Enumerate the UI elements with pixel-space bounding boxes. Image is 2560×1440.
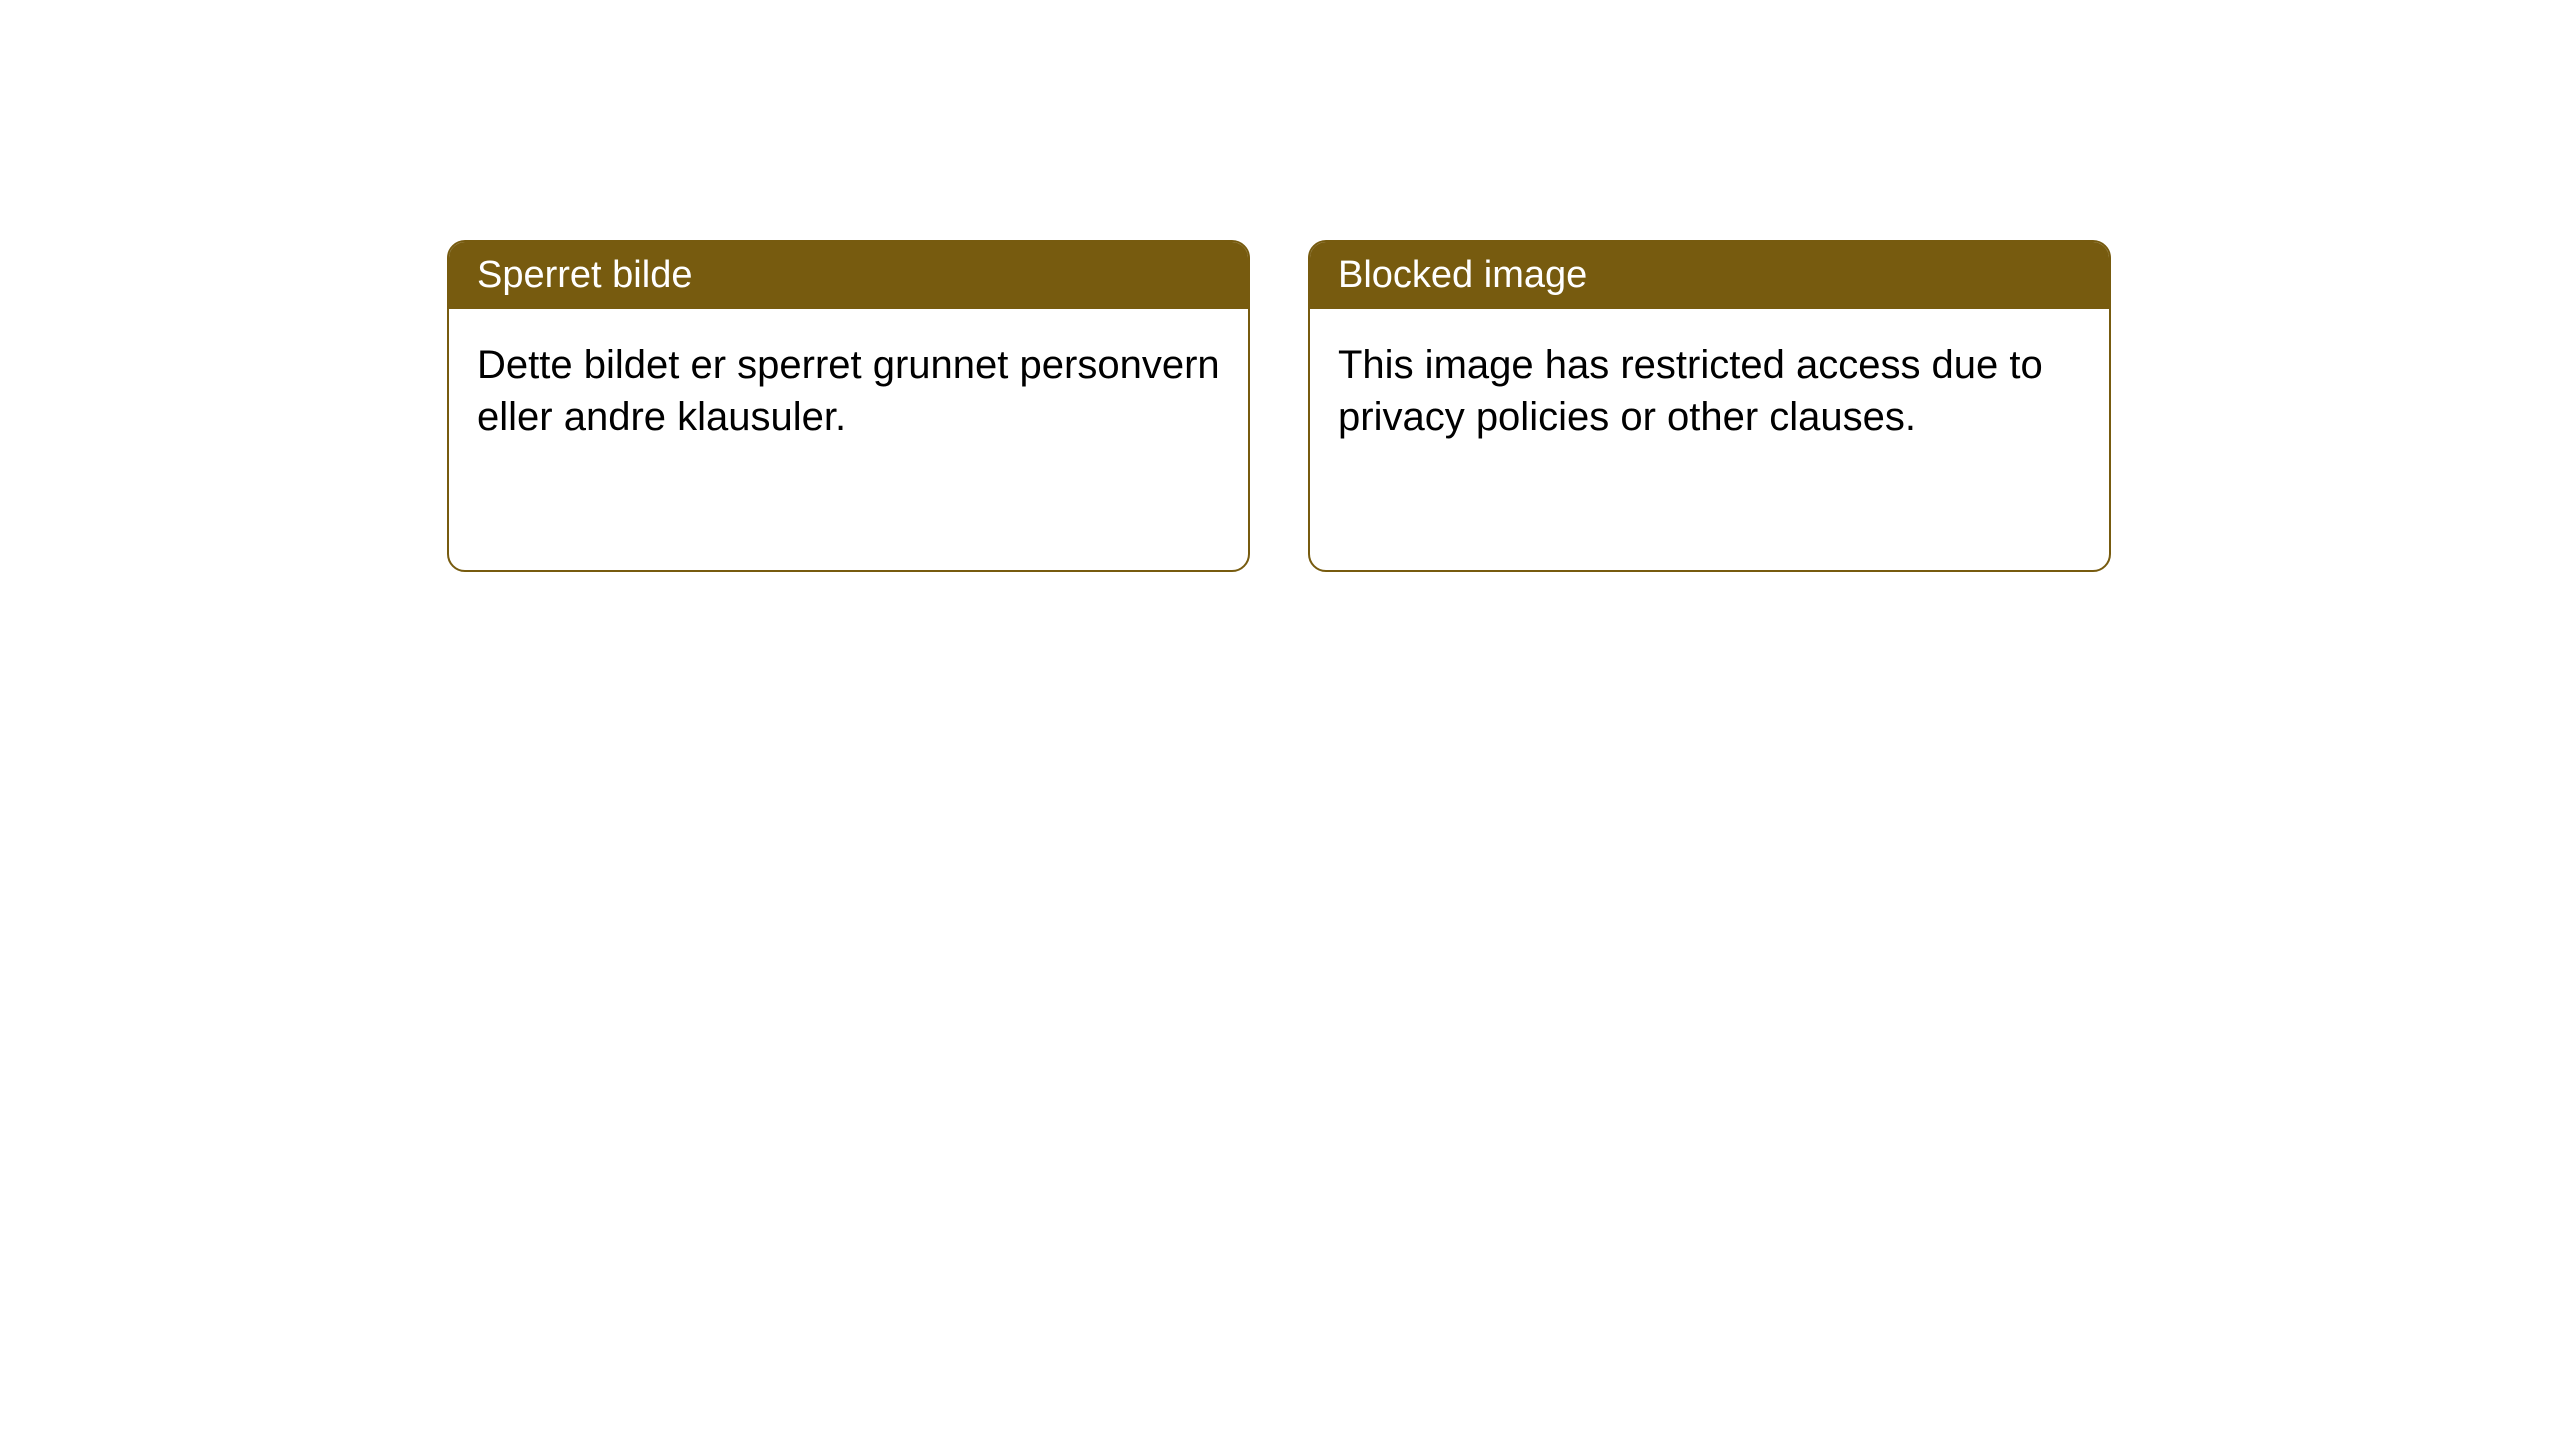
card-header-en: Blocked image bbox=[1310, 242, 2109, 309]
blocked-image-card-en: Blocked image This image has restricted … bbox=[1308, 240, 2111, 572]
card-message-no: Dette bildet er sperret grunnet personve… bbox=[477, 343, 1220, 439]
blocked-image-card-no: Sperret bilde Dette bildet er sperret gr… bbox=[447, 240, 1250, 572]
card-header-no: Sperret bilde bbox=[449, 242, 1248, 309]
card-message-en: This image has restricted access due to … bbox=[1338, 343, 2043, 439]
blocked-image-cards: Sperret bilde Dette bildet er sperret gr… bbox=[447, 240, 2560, 572]
card-title-en: Blocked image bbox=[1338, 254, 1587, 296]
card-body-en: This image has restricted access due to … bbox=[1310, 309, 2109, 473]
card-title-no: Sperret bilde bbox=[477, 254, 692, 296]
card-body-no: Dette bildet er sperret grunnet personve… bbox=[449, 309, 1248, 473]
